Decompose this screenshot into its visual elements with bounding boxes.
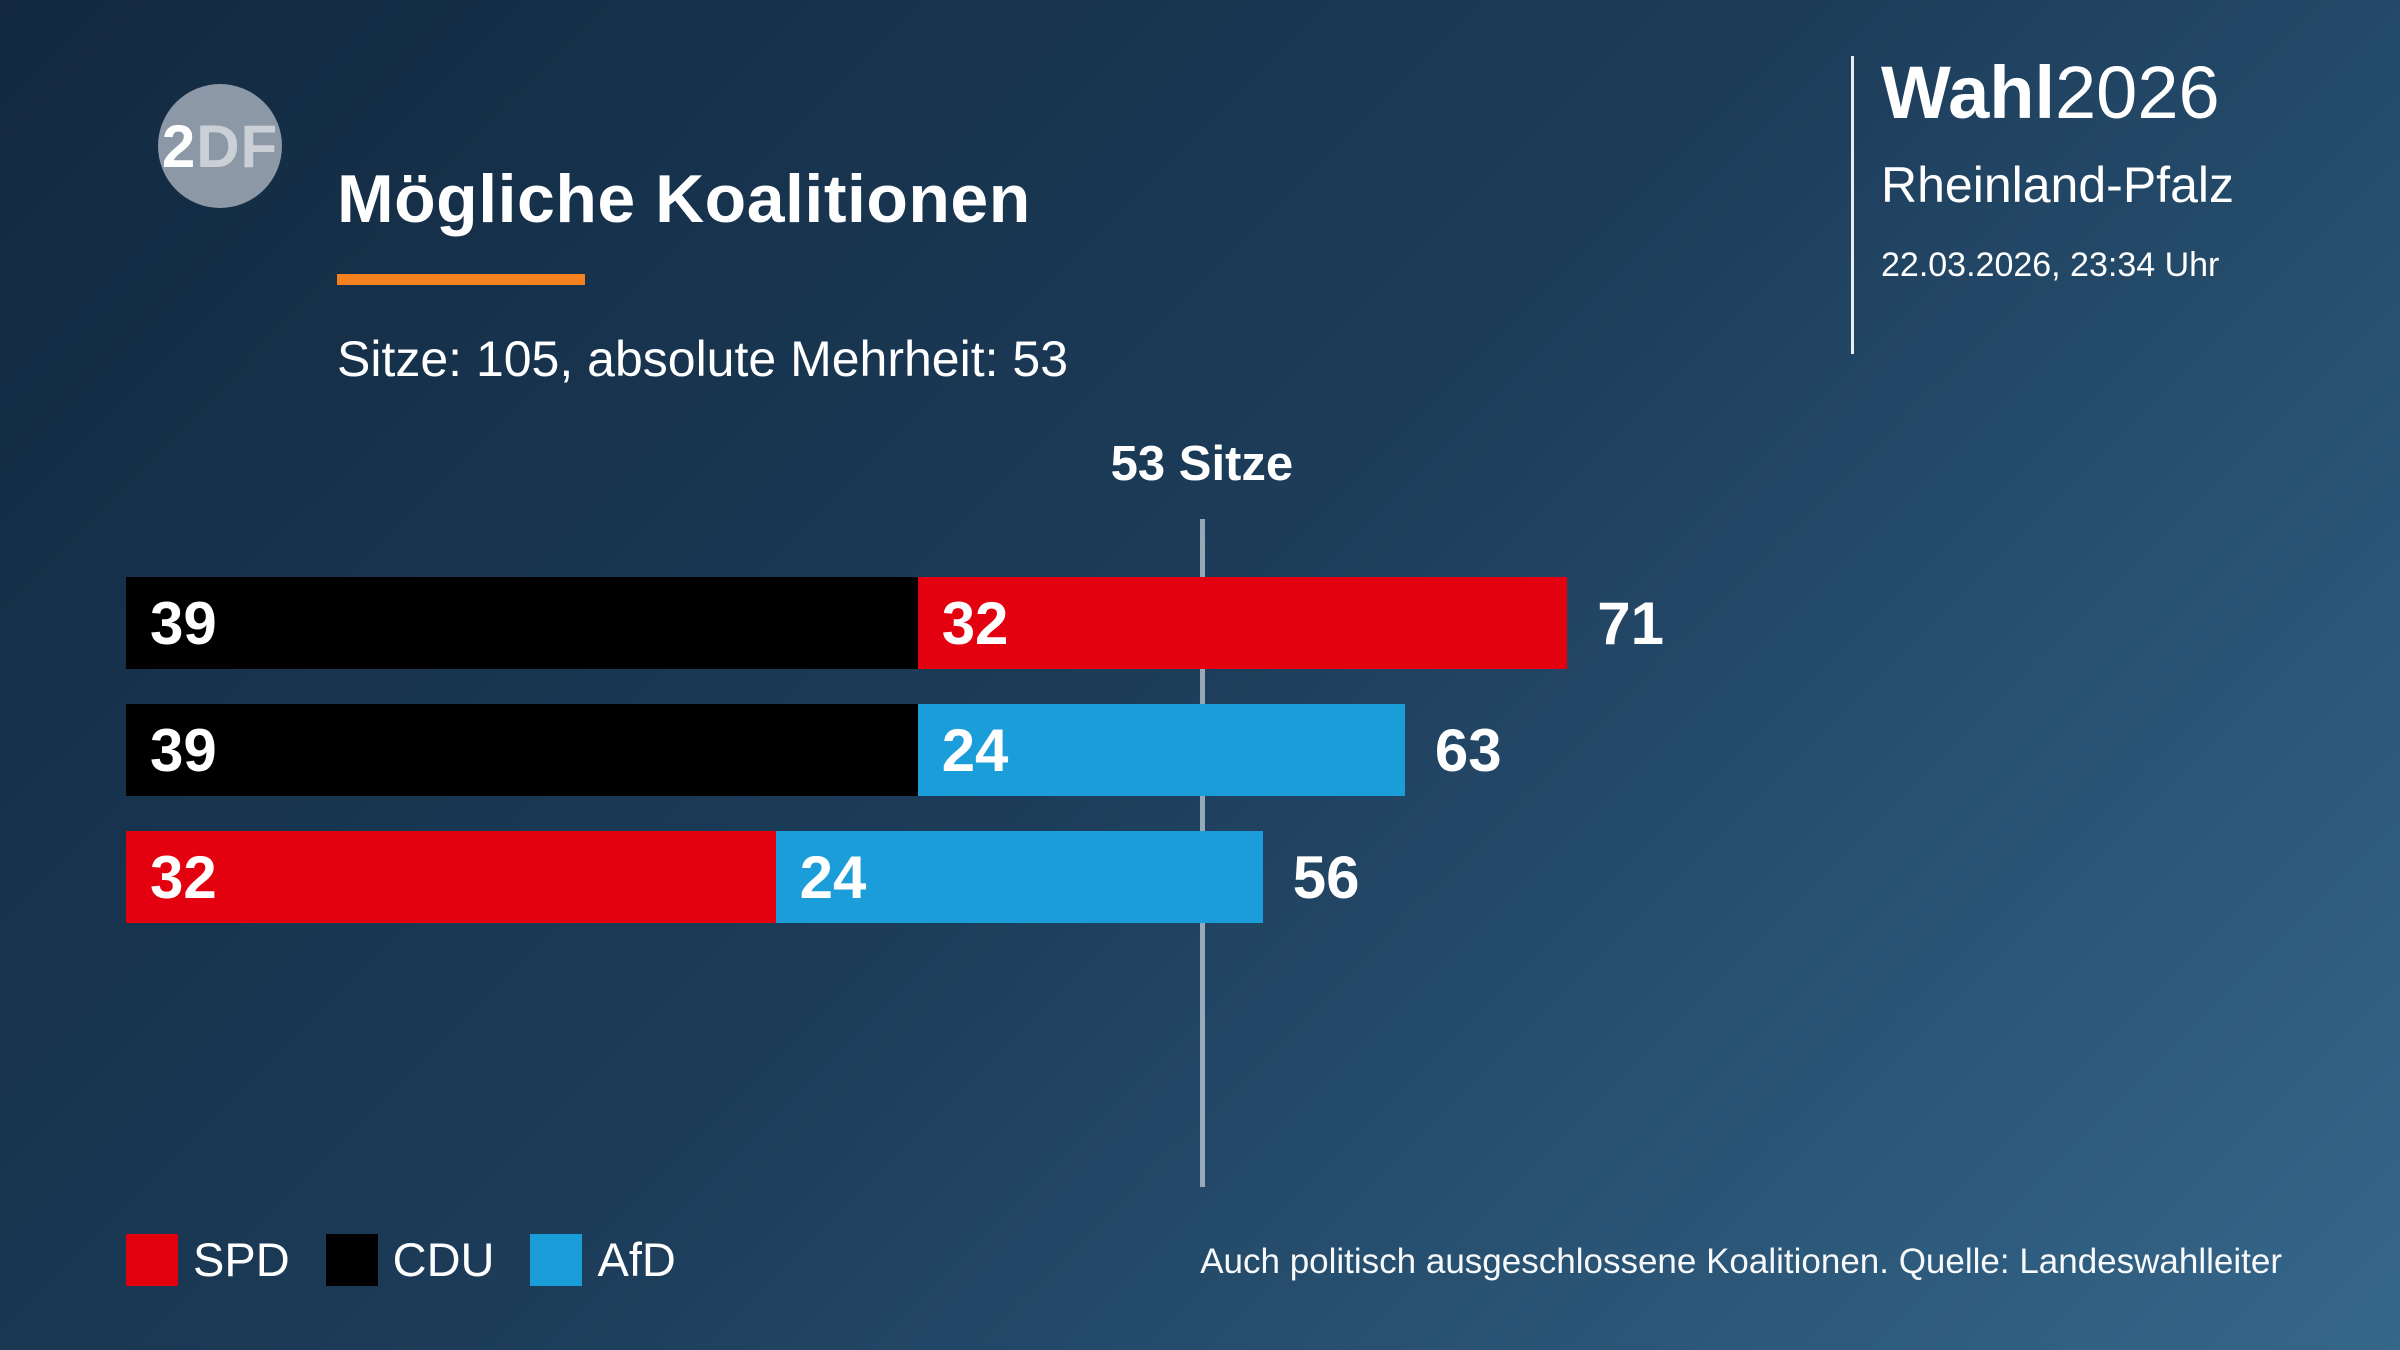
legend-label-afd: AfD <box>597 1233 676 1286</box>
datetime-label: 22.03.2026, 23:34 Uhr <box>1881 245 2220 284</box>
segment-seats-label: 32 <box>150 843 217 911</box>
coalition-bars: 39 32 71 39 24 63 32 24 56 <box>126 577 1664 958</box>
bar-segment-afd: 24 <box>775 831 1263 923</box>
legend-swatch-afd <box>530 1233 583 1286</box>
zdf-logo-text-rest: DF <box>196 112 279 180</box>
coalition-bar-row: 39 24 63 <box>126 704 1664 796</box>
coalition-bar-row: 39 32 71 <box>126 577 1664 669</box>
bar-segment-spd: 32 <box>917 577 1568 669</box>
legend-item-cdu: CDU <box>325 1232 495 1287</box>
majority-label: 53 Sitze <box>1110 437 1294 491</box>
legend-item-afd: AfD <box>530 1232 676 1287</box>
bar-segment-afd: 24 <box>917 704 1405 796</box>
wahl-logo-word: Wahl <box>1881 51 2056 134</box>
brand-block: Wahl2026 Rheinland-Pfalz 22.03.2026, 23:… <box>1851 54 2234 354</box>
wahl-logo: Wahl2026 <box>1881 54 2234 132</box>
brand-divider <box>1851 56 1854 354</box>
legend-label-spd: SPD <box>193 1233 290 1286</box>
page-title: Mögliche Koalitionen <box>337 161 1031 237</box>
wahl-logo-year: 2026 <box>2055 51 2220 134</box>
legend-swatch-spd <box>126 1233 178 1286</box>
segment-seats-label: 24 <box>799 843 867 911</box>
segment-seats-label: 39 <box>150 589 217 657</box>
source-footnote: Auch politisch ausgeschlossene Koalition… <box>1200 1242 2282 1281</box>
legend-item-spd: SPD <box>126 1232 290 1287</box>
legend-label-cdu: CDU <box>392 1233 495 1286</box>
title-accent-bar <box>337 274 585 285</box>
segment-seats-label: 24 <box>941 716 1009 784</box>
bar-segment-cdu: 39 <box>126 577 918 669</box>
bar-segment-cdu: 39 <box>126 704 918 796</box>
coalition-total-label: 56 <box>1292 843 1360 911</box>
segment-seats-label: 32 <box>941 589 1009 657</box>
zdf-logo: 2 DF <box>158 84 282 208</box>
segment-seats-label: 39 <box>150 716 217 784</box>
seats-majority-subtitle: Sitze: 105, absolute Mehrheit: 53 <box>337 331 1069 387</box>
region-label: Rheinland-Pfalz <box>1881 156 2234 213</box>
coalition-bar-row: 32 24 56 <box>126 831 1664 923</box>
legend: SPD CDU AfD <box>126 1232 676 1287</box>
coalition-total-label: 63 <box>1434 716 1502 784</box>
bar-segment-spd: 32 <box>126 831 776 923</box>
coalition-total-label: 71 <box>1597 589 1665 657</box>
zdf-logo-text: 2 <box>161 112 197 180</box>
legend-swatch-cdu <box>325 1233 378 1286</box>
